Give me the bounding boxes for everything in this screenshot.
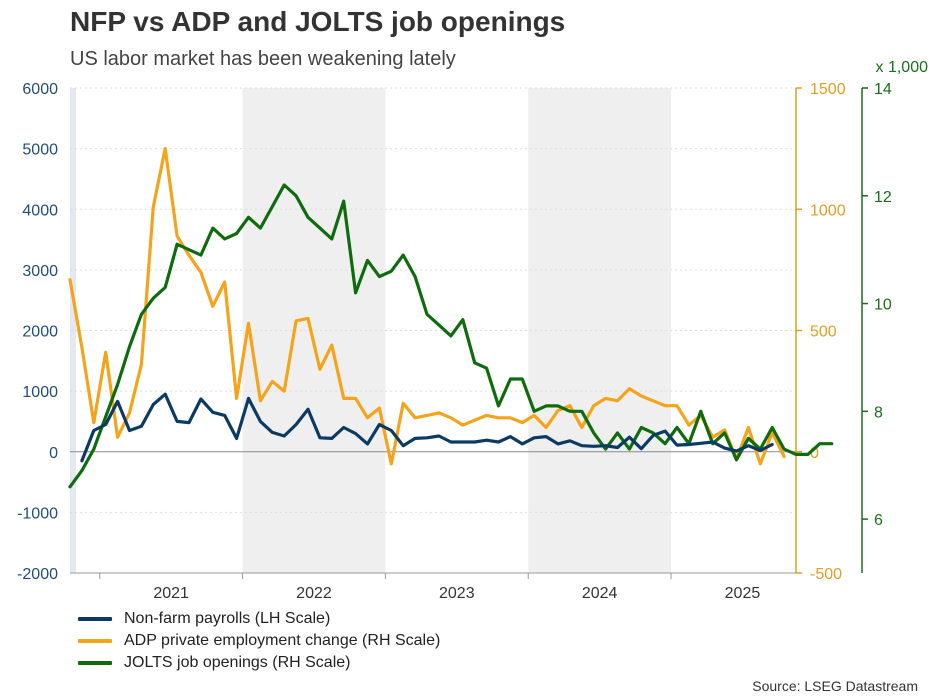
legend-item-adp: ADP private employment change (RH Scale) [78,630,440,652]
lh-tick-label: 4000 [22,202,58,219]
legend-label-nfp: Non-farm payrolls (LH Scale) [124,610,331,627]
chart-subtitle: US labor market has been weakening latel… [70,48,456,70]
lh-tick-label: 3000 [22,263,58,280]
rh-tick-label: -500 [810,566,842,583]
source-note: Source: LSEG Datastream [752,678,918,694]
legend-swatch-nfp [78,617,112,621]
legend-label-jolts: JOLTS job openings (RH Scale) [124,654,351,671]
legend-item-jolts: JOLTS job openings (RH Scale) [78,652,440,674]
lh-tick-label: 1000 [22,384,58,401]
lh-tick-label: -2000 [17,566,58,583]
rh2-tick-label: 6 [874,512,883,529]
rh2-tick-label: 8 [874,404,883,421]
legend: Non-farm payrolls (LH Scale) ADP private… [78,608,440,674]
rh-tick-label: 500 [810,324,837,341]
legend-swatch-jolts [78,661,112,665]
x-tick-label: 2023 [439,585,475,602]
rh-tick-label: 1500 [810,81,846,98]
x-tick-label: 2025 [725,585,761,602]
rh-tick-label: 0 [810,445,819,462]
x-tick-label: 2024 [582,585,618,602]
series-line-adp [68,147,786,466]
lh-tick-label: 2000 [22,324,58,341]
axes: -2000 -1000 0 1000 2000 3000 4000 5000 6000 -500 0… [17,59,928,602]
lh-tick-label: -1000 [17,505,58,522]
lh-tick-label: 6000 [22,81,58,98]
series-lines [68,147,834,489]
shaded-period [528,88,672,573]
chart-title: NFP vs ADP and JOLTS job openings [70,6,566,37]
rh2-tick-label: 12 [874,189,892,206]
rh2-unit-label: x 1,000 [876,59,929,76]
shaded-period [242,88,386,573]
gridlines [70,87,796,574]
legend-swatch-adp [78,639,112,643]
series-line-nfp [80,392,774,463]
x-tick-label: 2022 [296,585,332,602]
rh2-tick-label: 14 [874,81,892,98]
lh-tick-label: 0 [49,445,58,462]
rh-tick-label: 1000 [810,202,846,219]
x-tick-label: 2021 [153,585,189,602]
legend-label-adp: ADP private employment change (RH Scale) [124,632,441,649]
series-line-jolts [68,183,834,489]
lh-tick-label: 5000 [22,142,58,159]
shaded-edge [70,88,76,573]
rh2-tick-label: 10 [874,297,892,314]
legend-item-nfp: Non-farm payrolls (LH Scale) [78,608,440,630]
